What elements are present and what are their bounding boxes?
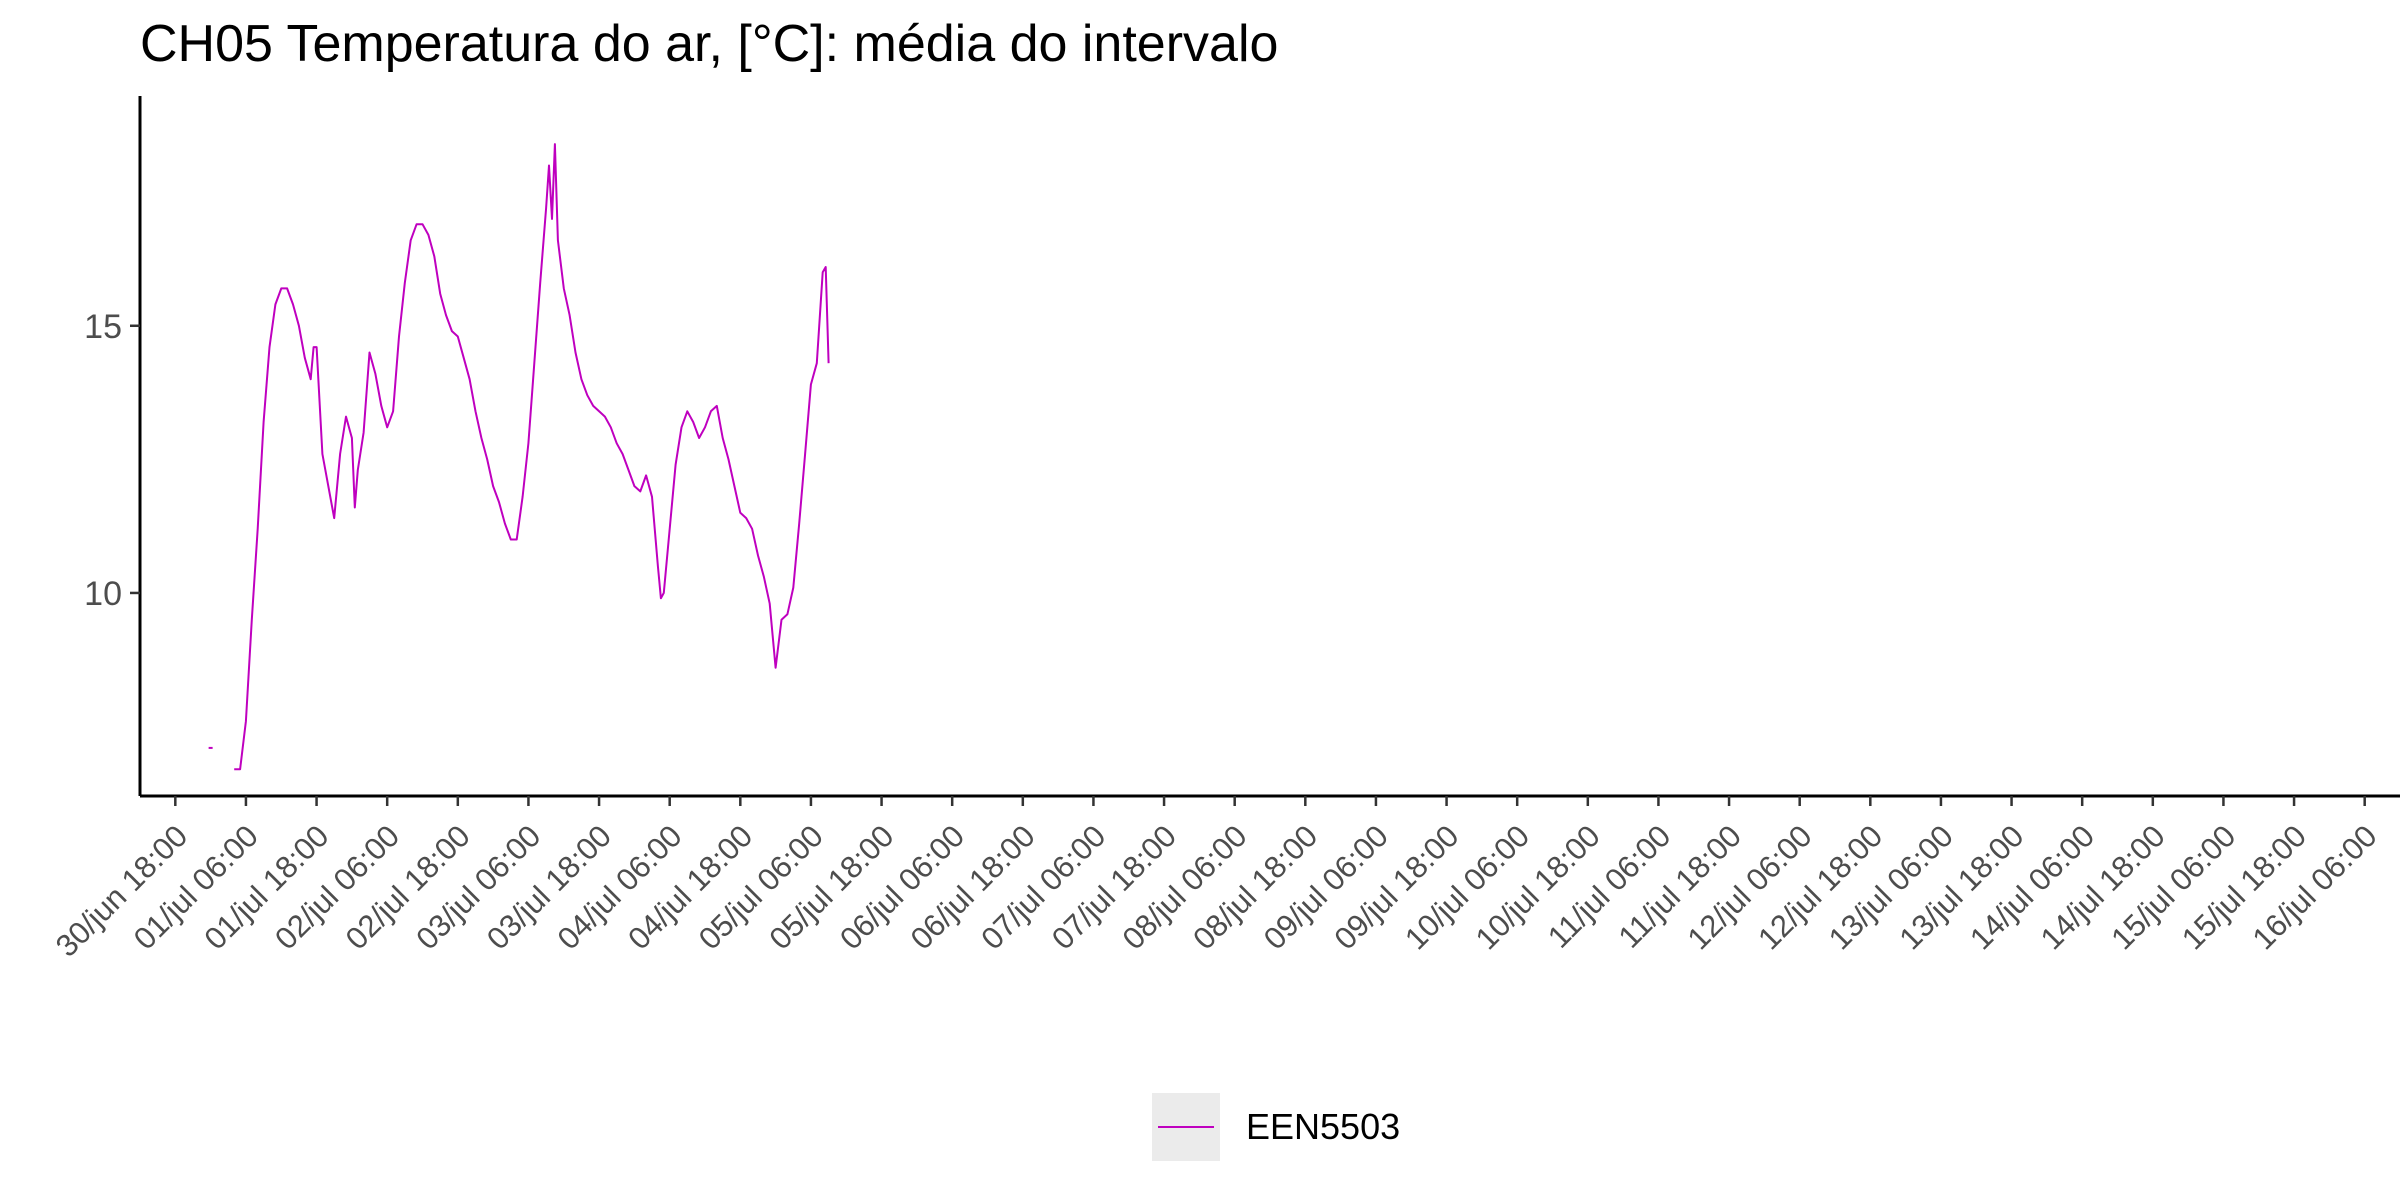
legend-key-line — [1158, 1126, 1214, 1128]
legend-key — [1152, 1093, 1220, 1161]
legend-label-een5503: EEN5503 — [1246, 1106, 1401, 1147]
legend: EEN5503 — [1152, 1093, 1400, 1161]
series-een5503-line — [234, 143, 830, 771]
y-tick-label: 15 — [84, 308, 122, 346]
y-tick-label: 10 — [84, 575, 122, 613]
chart-title: CH05 Temperatura do ar, [°C]: média do i… — [140, 15, 1279, 73]
series-group — [208, 143, 830, 771]
axes — [138, 96, 2400, 798]
